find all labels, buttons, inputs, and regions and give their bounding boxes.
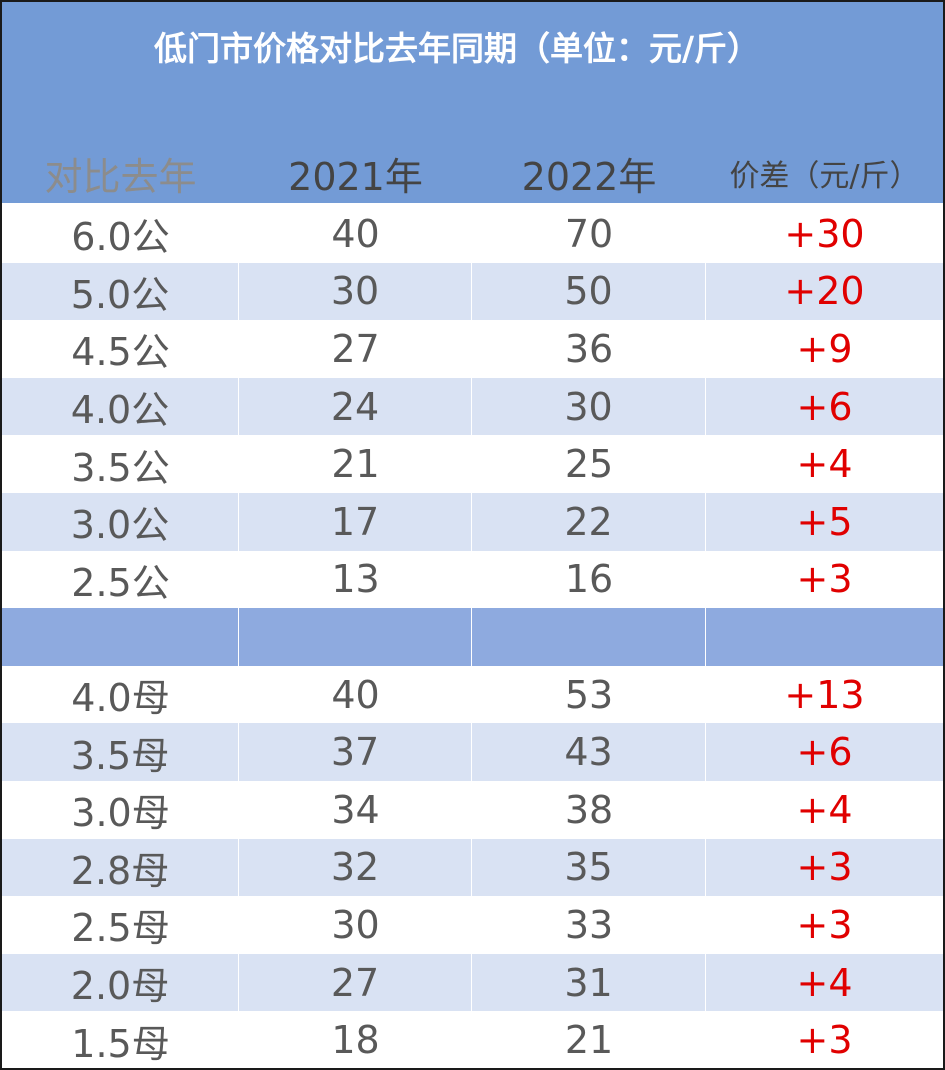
column-header-difference: 价差（元/斤） <box>729 159 920 194</box>
table-row: 4.5公 27 36 +9 <box>2 320 943 378</box>
row-label-cell: 3.0母 <box>71 791 170 836</box>
price-difference-cell: +20 <box>784 269 865 314</box>
separator-cell <box>472 608 706 666</box>
price-difference-cell: +4 <box>796 787 853 832</box>
table-row: 2.0母 27 31 +4 <box>2 953 943 1012</box>
price-2021-cell: 24 <box>239 377 472 436</box>
price-difference-cell: +5 <box>796 499 853 544</box>
price-difference-cell: +3 <box>796 557 853 602</box>
price-2022-cell: 30 <box>472 377 706 436</box>
table-row: 3.0公 17 22 +5 <box>2 492 943 551</box>
row-label-cell: 6.0公 <box>71 215 170 260</box>
price-difference-cell: +13 <box>784 672 865 717</box>
price-2022-cell: 33 <box>564 902 614 947</box>
table-row: 4.0母 40 53 +13 <box>2 666 943 724</box>
price-2021-cell: 34 <box>331 787 380 832</box>
separator-row <box>2 608 943 666</box>
row-label-cell: 3.0公 <box>2 492 239 551</box>
price-2022-cell: 43 <box>472 723 706 781</box>
price-2021-cell: 30 <box>331 902 380 947</box>
price-2022-cell: 53 <box>564 672 614 717</box>
separator-cell <box>2 608 239 666</box>
row-label-cell: 2.8母 <box>2 838 239 897</box>
price-2021-cell: 27 <box>331 326 380 371</box>
row-label-cell: 2.5公 <box>71 560 170 605</box>
price-difference-cell: +4 <box>796 960 853 1005</box>
price-difference-cell: +3 <box>796 845 853 890</box>
price-2021-cell: 40 <box>331 211 380 256</box>
price-2021-cell: 27 <box>239 953 472 1012</box>
row-label-cell: 4.0公 <box>2 377 239 436</box>
price-difference-cell: +3 <box>796 902 853 947</box>
row-label-cell: 2.5母 <box>71 906 170 951</box>
table-row: 2.5母 30 33 +3 <box>2 896 943 954</box>
price-difference-cell: +9 <box>796 326 853 371</box>
price-2021-cell: 37 <box>239 723 472 781</box>
separator-cell <box>239 608 472 666</box>
table-row: 3.0母 34 38 +4 <box>2 781 943 839</box>
row-label-cell: 3.5公 <box>71 445 170 490</box>
price-2021-cell: 30 <box>239 262 472 321</box>
price-2021-cell: 21 <box>331 442 380 487</box>
table-header: 低门市价格对比去年同期（单位：元/斤） 对比去年 2021年 2022年 价差（… <box>2 2 943 203</box>
row-label-cell: 1.5母 <box>71 1021 170 1066</box>
table-row: 3.5母 37 43 +6 <box>2 723 943 781</box>
table-row: 1.5母 18 21 +3 <box>2 1011 943 1068</box>
column-header-2022: 2022年 <box>521 155 657 199</box>
price-2022-cell: 25 <box>564 442 614 487</box>
price-difference-cell: +3 <box>796 1018 853 1063</box>
price-2021-cell: 40 <box>331 672 380 717</box>
row-label-cell: 3.5母 <box>2 723 239 781</box>
table-row: 3.5公 21 25 +4 <box>2 435 943 493</box>
price-2022-cell: 21 <box>564 1018 614 1063</box>
row-label-cell: 5.0公 <box>2 262 239 321</box>
price-2022-cell: 16 <box>564 557 614 602</box>
row-label-cell: 4.0母 <box>71 676 170 721</box>
price-2021-cell: 18 <box>331 1018 380 1063</box>
row-label-cell: 2.0母 <box>2 953 239 1012</box>
column-header-2021: 2021年 <box>288 155 423 199</box>
price-2022-cell: 36 <box>564 326 614 371</box>
table-row: 5.0公 30 50 +20 <box>2 262 943 321</box>
price-difference-cell: +30 <box>784 211 865 256</box>
price-difference-cell: +4 <box>796 442 853 487</box>
table-body: 6.0公 40 70 +30 5.0公 30 50 +20 4.5公 27 36 +9 4.0公 24 30… <box>2 205 943 1068</box>
row-label-cell: 4.5公 <box>71 330 170 375</box>
price-2021-cell: 17 <box>239 492 472 551</box>
table-row: 4.0公 24 30 +6 <box>2 377 943 436</box>
table-row: 2.8母 32 35 +3 <box>2 838 943 897</box>
table-title: 低门市价格对比去年同期（单位：元/斤） <box>153 29 761 68</box>
price-2022-cell: 70 <box>564 211 614 256</box>
separator-cell <box>706 608 943 666</box>
table-row: 6.0公 40 70 +30 <box>2 205 943 263</box>
price-2022-cell: 38 <box>564 787 614 832</box>
price-2021-cell: 32 <box>239 838 472 897</box>
price-2022-cell: 35 <box>472 838 706 897</box>
price-2021-cell: 13 <box>331 557 380 602</box>
price-difference-cell: +6 <box>796 384 853 429</box>
price-difference-cell: +6 <box>796 730 853 775</box>
column-header-compare: 对比去年 <box>44 155 197 199</box>
price-2022-cell: 31 <box>472 953 706 1012</box>
price-2022-cell: 50 <box>472 262 706 321</box>
table-row: 2.5公 13 16 +3 <box>2 551 943 609</box>
price-2022-cell: 22 <box>472 492 706 551</box>
